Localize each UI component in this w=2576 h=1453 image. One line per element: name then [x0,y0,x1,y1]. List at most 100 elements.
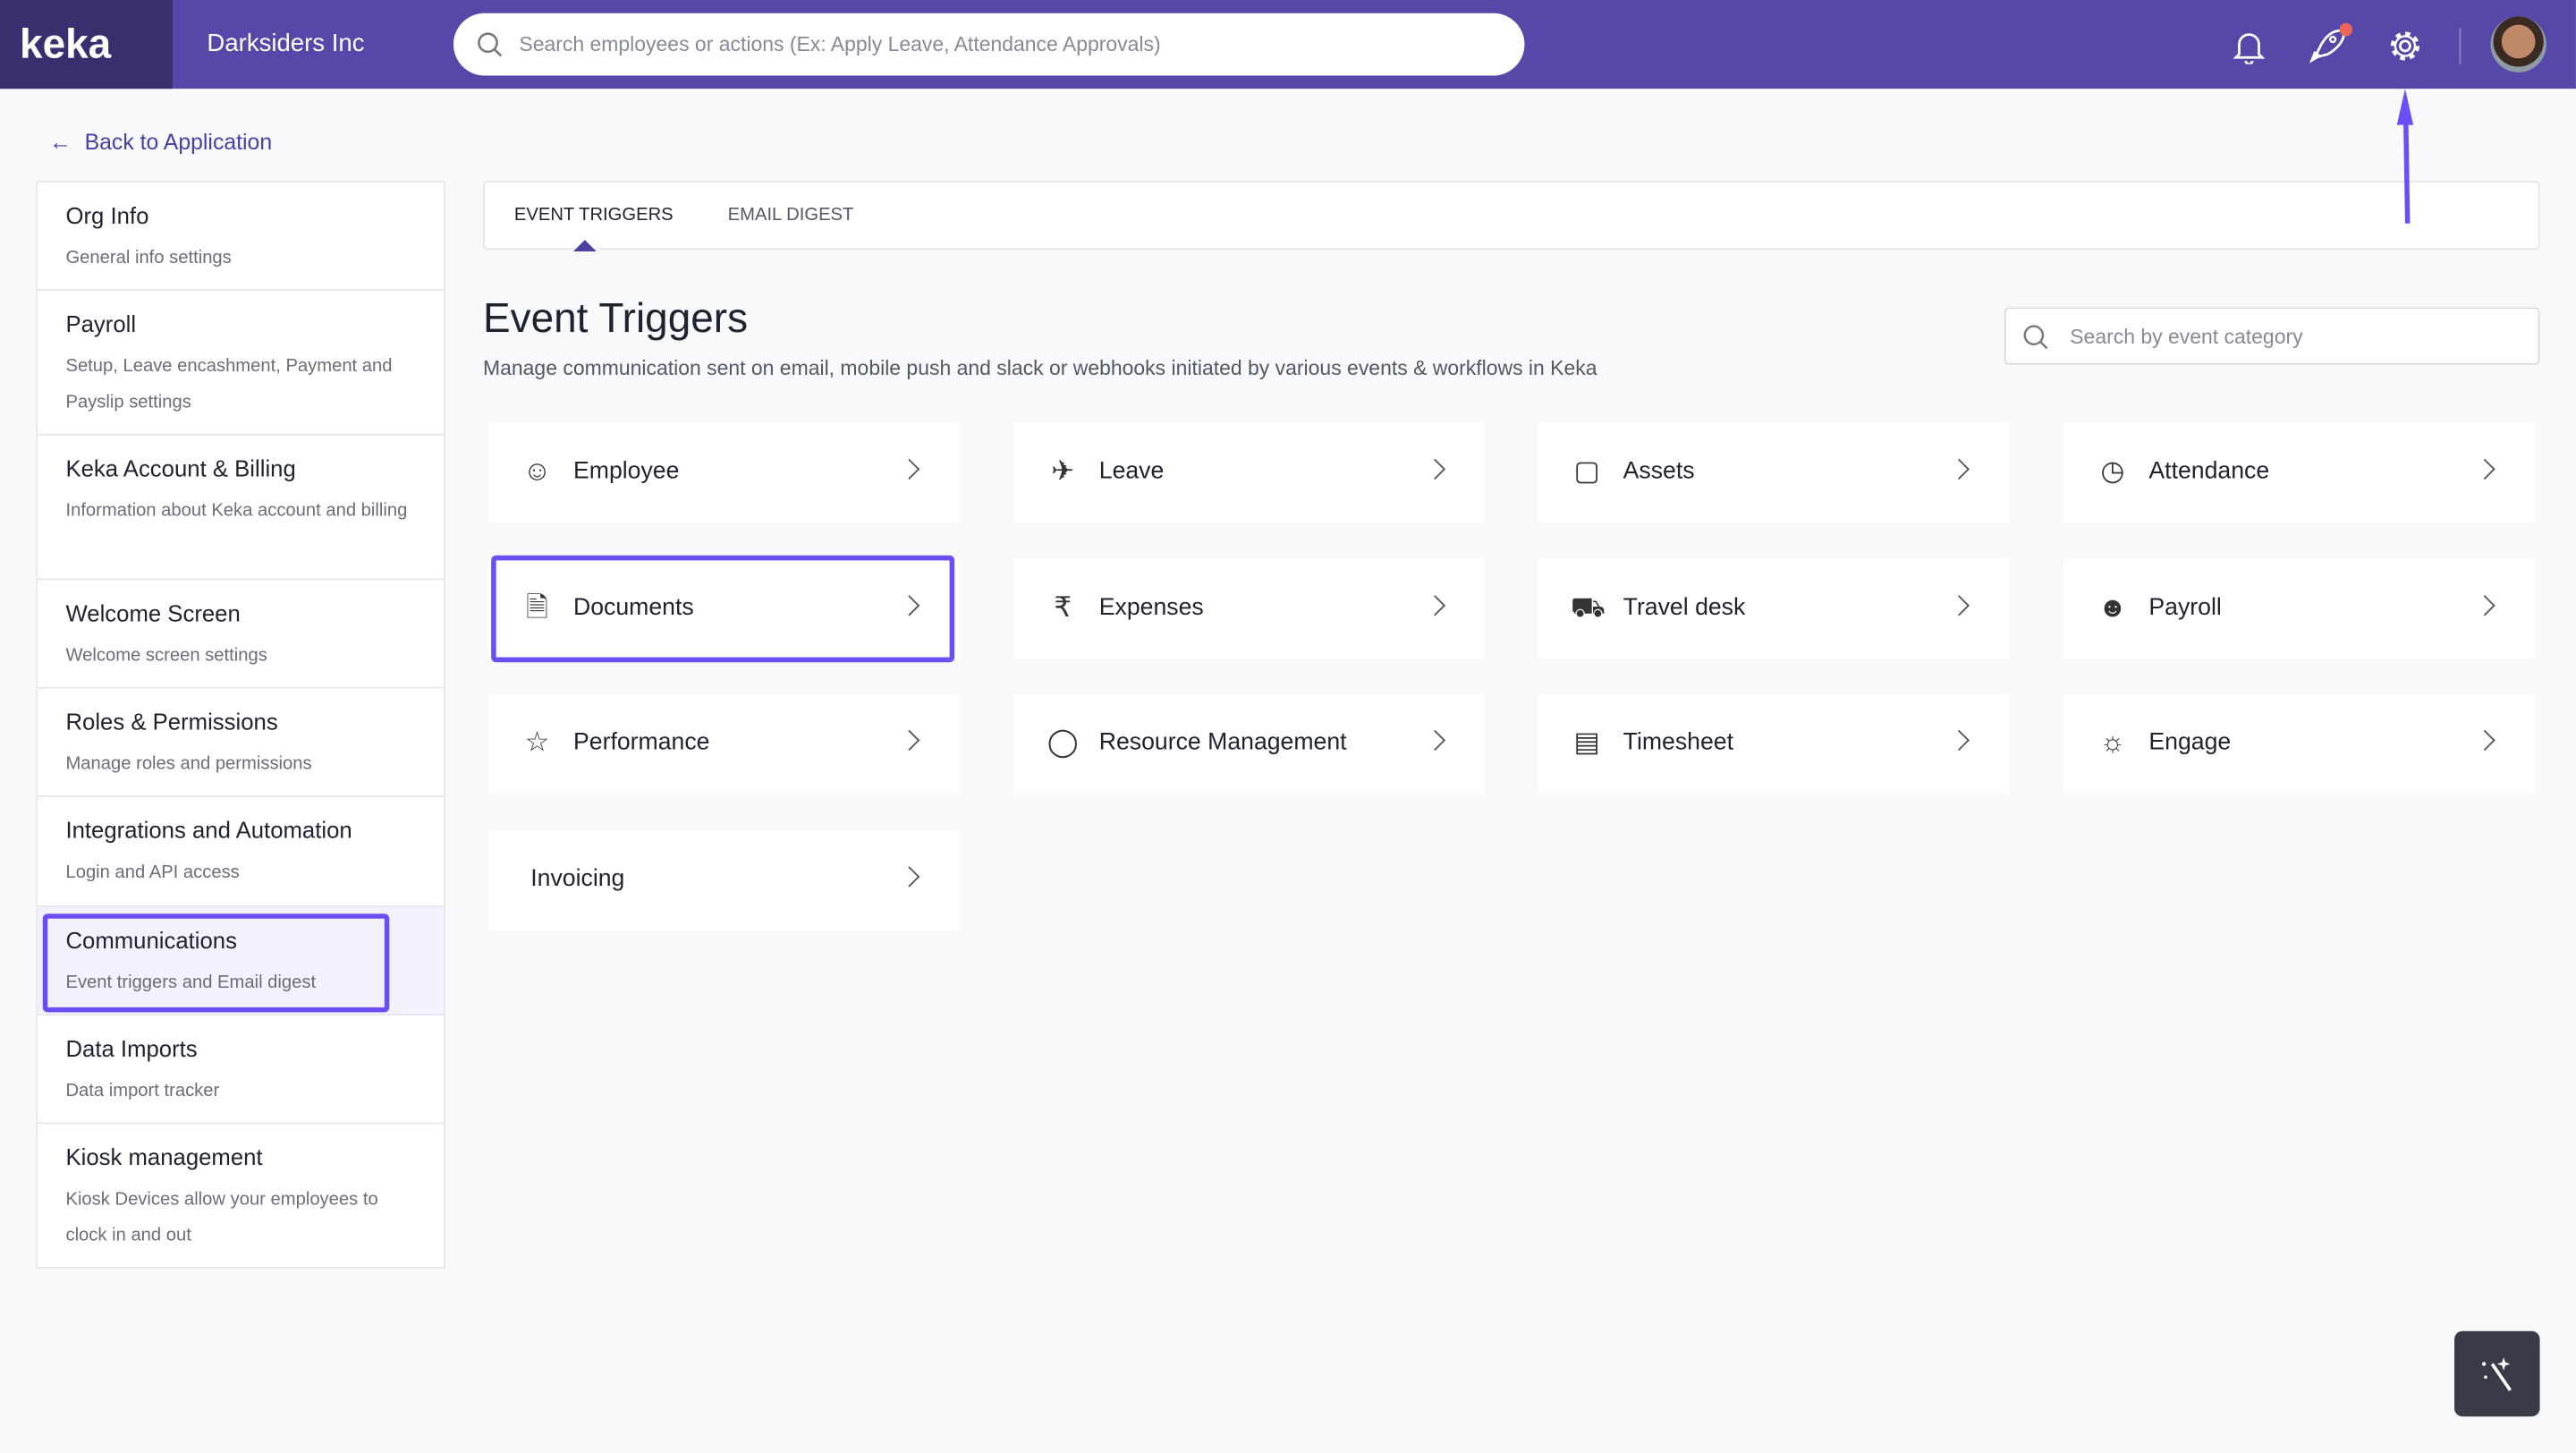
page-title: Event Triggers [482,295,749,343]
chevron-right-icon [898,729,920,752]
sidebar-item-title: Welcome Screen [65,599,241,626]
bell-icon[interactable] [2231,28,2267,64]
sidebar-item-title: Keka Account & Billing [65,455,296,482]
category-card-expenses[interactable]: ₹ Expenses [1013,558,1486,659]
keka-logo[interactable]: keka [0,0,173,89]
sidebar-item-welcome-screen[interactable]: Welcome Screen Welcome screen settings [38,580,444,689]
gear-icon[interactable] [2387,28,2423,64]
sidebar-item-kiosk-management[interactable]: Kiosk management Kiosk Devices allow your… [38,1124,444,1267]
document-icon: 🗎 [526,591,549,624]
sidebar-item-title: Communications [65,926,237,954]
plane-icon: ✈ [1051,455,1075,487]
event-category-search-placeholder: Search by event category [2070,325,2303,349]
sidebar-item-org-info[interactable]: Org Info General info settings [38,183,444,292]
sidebar-item-title: Roles & Permissions [65,708,278,735]
category-card-attendance[interactable]: ◷ Attendance [2063,422,2536,523]
chevron-right-icon [2474,595,2496,616]
tab-email-digest[interactable]: EMAIL DIGEST [727,205,854,225]
category-card-documents[interactable]: 🗎 Documents [487,558,960,659]
category-label: Expenses [1098,594,1204,622]
chevron-right-icon [898,458,920,480]
sidebar-item-payroll[interactable]: Payroll Setup, Leave encashment, Payment … [38,291,444,436]
back-link-label: Back to Application [84,130,273,155]
category-card-leave[interactable]: ✈ Leave [1013,422,1486,523]
page-description: Manage communication sent on email, mobi… [482,356,1597,380]
search-icon [478,32,503,57]
chevron-right-icon [1424,729,1446,752]
sidebar-item-desc: Data import tracker [65,1081,220,1101]
notification-dot [2339,22,2353,37]
category-label: Employee [573,458,680,485]
tab-event-triggers[interactable]: EVENT TRIGGERS [513,205,674,225]
search-icon [2023,325,2048,350]
sidebar-item-roles-permissions[interactable]: Roles & Permissions Manage roles and perm… [38,689,444,797]
chevron-right-icon [1424,595,1446,616]
sidebar-item-title: Payroll [65,310,137,337]
sidebar-item-desc: General info settings [65,248,232,268]
chevron-right-icon [898,866,920,888]
category-card-payroll[interactable]: ☻ Payroll [2063,558,2536,659]
chevron-right-icon [1948,729,1970,752]
bus-icon: ⛟ [1570,591,1606,624]
back-to-application-link[interactable]: ← Back to Application [49,130,272,155]
sidebar-item-desc: Login and API access [65,862,240,883]
event-category-search-input[interactable]: Search by event category [2004,307,2540,365]
header-divider [2459,28,2462,64]
category-label: Travel desk [1623,594,1746,622]
tab-bar: EVENT TRIGGERS EMAIL DIGEST [482,181,2540,252]
category-card-resource-management[interactable]: ◯ Resource Management [1013,693,1486,794]
category-label: Engage [2148,729,2232,756]
category-label: Resource Management [1098,729,1347,756]
annotation-arrow [2396,89,2414,224]
settings-sidebar: Org Info General info settings Payroll Set… [36,181,445,1269]
sidebar-item-title: Data Imports [65,1035,198,1062]
active-tab-indicator [573,240,597,252]
category-card-timesheet[interactable]: ▤ Timesheet [1538,693,2010,794]
chevron-right-icon [2474,458,2496,480]
clock-icon: ◷ [2100,455,2125,487]
chevron-right-icon [1948,458,1970,480]
sidebar-item-desc: Kiosk Devices allow your employees to cl… [65,1189,378,1246]
category-label: Performance [573,729,710,756]
sidebar-item-desc: Manage roles and permissions [65,754,312,775]
avatar[interactable] [2490,16,2546,72]
category-label: Leave [1098,458,1165,485]
star-icon: ☆ [524,726,550,758]
sidebar-item-keka-account-billing[interactable]: Keka Account & Billing Information about … [38,436,444,581]
sidebar-item-desc: Event triggers and Email digest [65,973,317,993]
shield-icon: ◯ [1046,726,1079,758]
category-card-travel-desk[interactable]: ⛟ Travel desk [1538,558,2010,659]
category-label: Attendance [2148,458,2270,485]
category-card-engage[interactable]: ☼ Engage [2063,693,2536,794]
magic-wand-button[interactable] [2454,1330,2540,1417]
sidebar-item-communications[interactable]: Communications Event triggers and Email d… [38,906,444,1016]
category-label: Timesheet [1623,729,1734,756]
category-card-performance[interactable]: ☆ Performance [487,693,960,794]
sidebar-item-title: Integrations and Automation [65,816,352,844]
category-label: Payroll [2148,594,2222,622]
chevron-right-icon [1424,458,1446,480]
rupee-icon: ₹ [1054,591,1072,624]
highlight-box [491,555,955,663]
category-label: Documents [573,594,694,622]
highlight-box [42,913,390,1013]
org-name: Darksiders Inc [207,30,365,58]
chat-icon: ☼ [2099,726,2126,758]
global-search-input[interactable]: Search employees or actions (Ex: Apply L… [453,13,1525,76]
sidebar-item-desc: Welcome screen settings [65,645,267,666]
sidebar-item-desc: Setup, Leave encashment, Payment and Pay… [65,356,393,413]
devices-icon: ▢ [1573,455,1601,487]
chevron-right-icon [2474,729,2496,752]
rocket-icon[interactable] [2305,21,2354,67]
sidebar-item-data-imports[interactable]: Data Imports Data import tracker [38,1015,444,1125]
category-card-assets[interactable]: ▢ Assets [1538,422,2010,523]
sidebar-item-title: Org Info [65,201,149,229]
sidebar-item-integrations[interactable]: Integrations and Automation Login and API… [38,797,444,907]
magic-wand-icon [2481,1357,2512,1391]
category-card-employee[interactable]: ☺ Employee [487,422,960,523]
sidebar-item-desc: Information about Keka account and billi… [65,501,408,522]
category-card-invoicing[interactable]: Invoicing [487,829,960,930]
arrow-left-icon: ← [49,130,72,155]
top-header: keka Darksiders Inc Search employees or … [0,0,2576,89]
